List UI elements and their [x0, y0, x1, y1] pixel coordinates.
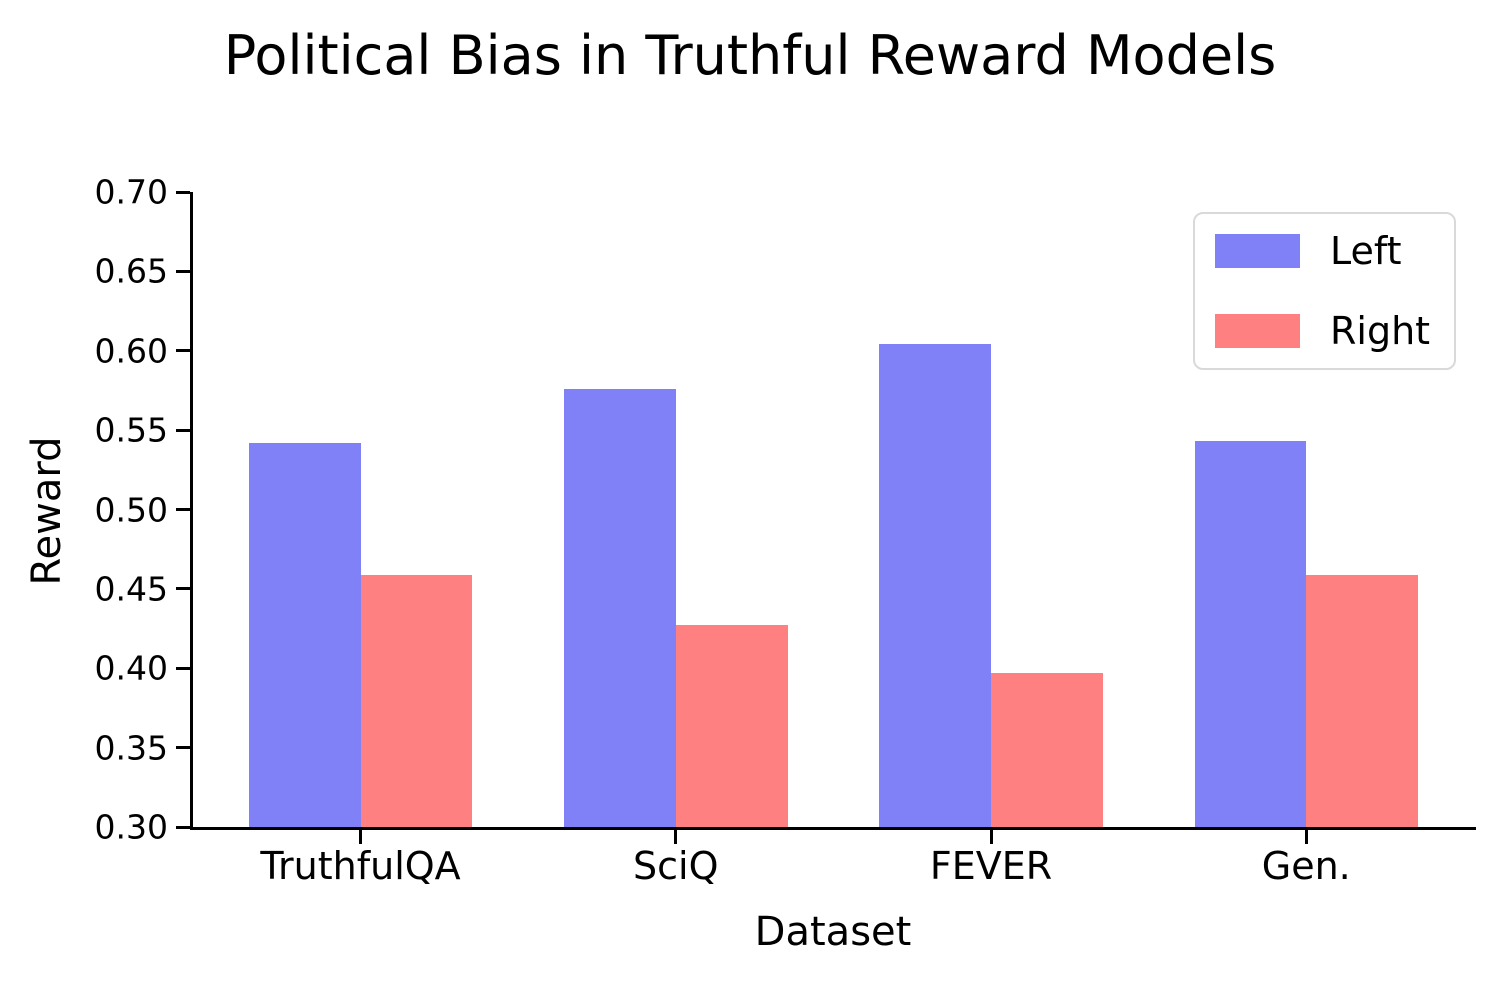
- legend-item-left: Left: [1215, 225, 1454, 277]
- y-tick-label: 0.35: [94, 728, 168, 768]
- x-tick-label-fever: FEVER: [929, 844, 1053, 888]
- bar-left-truthfulqa: [248, 442, 361, 827]
- legend-swatch-right: [1215, 314, 1300, 348]
- x-tick-label-truthfulqa: TruthfulQA: [260, 844, 461, 888]
- x-tick-mark: [989, 830, 993, 844]
- y-tick-label: 0.55: [94, 410, 168, 450]
- x-tick-mark: [674, 830, 678, 844]
- legend-swatch-left: [1215, 234, 1300, 268]
- y-tick-mark: [176, 825, 190, 829]
- y-tick-mark: [176, 587, 190, 591]
- y-tick-mark: [176, 666, 190, 670]
- plot-area: 0.70 0.65 0.60 0.55 0.50 0.45 0.40 0.35 0.30 Trut…: [95, 176, 1476, 885]
- x-tick-mark: [1304, 830, 1308, 844]
- y-tick-label: 0.50: [94, 490, 168, 529]
- y-axis-label: Reward: [24, 436, 70, 586]
- bar-right-sciq: [675, 625, 788, 827]
- bar-left-sciq: [564, 388, 676, 827]
- chart-title: Political Bias in Truthful Reward Models: [223, 24, 1277, 87]
- y-tick-mark: [176, 269, 190, 273]
- bar-right-truthfulqa: [360, 574, 473, 827]
- y-tick-mark: [176, 508, 190, 511]
- legend-label-right: Right: [1330, 309, 1431, 353]
- legend-label-left: Left: [1330, 229, 1402, 273]
- y-tick-mark: [176, 746, 190, 750]
- y-tick-label: 0.65: [94, 251, 168, 291]
- bar-left-fever: [879, 344, 991, 827]
- x-tick-mark: [359, 830, 363, 844]
- y-tick-label: 0.70: [94, 172, 168, 212]
- y-tick-mark: [176, 428, 190, 432]
- x-axis-label: Dataset: [754, 909, 912, 955]
- y-tick-mark: [176, 190, 190, 194]
- y-tick-label: 0.45: [94, 569, 168, 609]
- bar-right-gen: [1306, 574, 1418, 827]
- bar-right-fever: [991, 673, 1103, 827]
- bar-left-gen: [1194, 441, 1307, 827]
- y-tick-label: 0.30: [94, 807, 168, 847]
- y-tick-label: 0.60: [94, 331, 168, 371]
- x-tick-label-gen: Gen.: [1261, 844, 1351, 888]
- legend-item-right: Right: [1215, 305, 1454, 357]
- y-tick-mark: [176, 349, 190, 353]
- legend: Left Right: [1193, 212, 1456, 370]
- x-tick-label-sciq: SciQ: [633, 844, 719, 888]
- y-tick-label: 0.40: [94, 648, 168, 688]
